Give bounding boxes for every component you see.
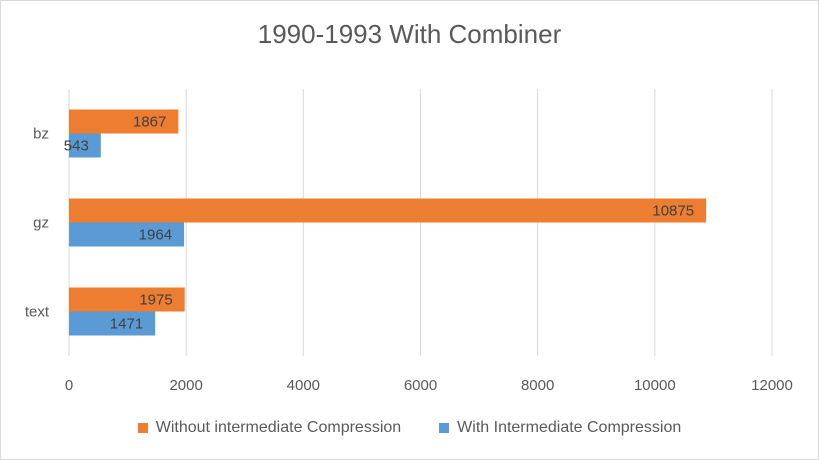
x-tick-label-0: 0 [65, 377, 73, 394]
x-tick-label-1: 2000 [169, 377, 202, 394]
data-label-text-series-0: 1975 [139, 292, 172, 309]
legend-item-with: With Intermediate Compression [439, 419, 681, 437]
chart-title: 1990-1993 With Combiner [257, 19, 562, 49]
legend-swatch-with [439, 423, 450, 433]
bar-bz-series-1 [69, 133, 101, 158]
bar-gz-series-1 [69, 222, 185, 247]
x-tick-label-2: 4000 [287, 377, 320, 394]
data-label-gz-series-0: 10875 [652, 203, 694, 220]
legend-swatch-without [137, 423, 148, 433]
y-category-label-gz: gz [33, 215, 49, 232]
bar-text-series-1 [69, 311, 156, 336]
legend-label-with: With Intermediate Compression [457, 419, 682, 436]
legend: Without intermediate Compression With In… [1, 419, 818, 437]
x-tick-label-3: 6000 [404, 377, 437, 394]
bar-gz-series-0 [69, 198, 707, 223]
y-category-label-bz: bz [33, 126, 49, 143]
data-label-bz-series-1: 543 [64, 138, 89, 155]
plot-area: 0 2000 4000 6000 8000 10000 12000 bz 1867 543 gz 10… [25, 89, 793, 394]
legend-item-without: Without intermediate Compression [137, 419, 402, 437]
x-tick-label-6: 12000 [751, 377, 793, 394]
bar-bz-series-0 [69, 109, 179, 134]
data-label-text-series-1: 1471 [110, 316, 143, 333]
y-category-label-text: text [25, 304, 50, 321]
x-tick-label-5: 10000 [634, 377, 676, 394]
bar-text-series-0 [69, 287, 185, 312]
legend-label-without: Without intermediate Compression [155, 419, 402, 436]
data-label-gz-series-1: 1964 [139, 227, 172, 244]
data-label-bz-series-0: 1867 [133, 114, 166, 131]
x-tick-label-4: 8000 [521, 377, 554, 394]
